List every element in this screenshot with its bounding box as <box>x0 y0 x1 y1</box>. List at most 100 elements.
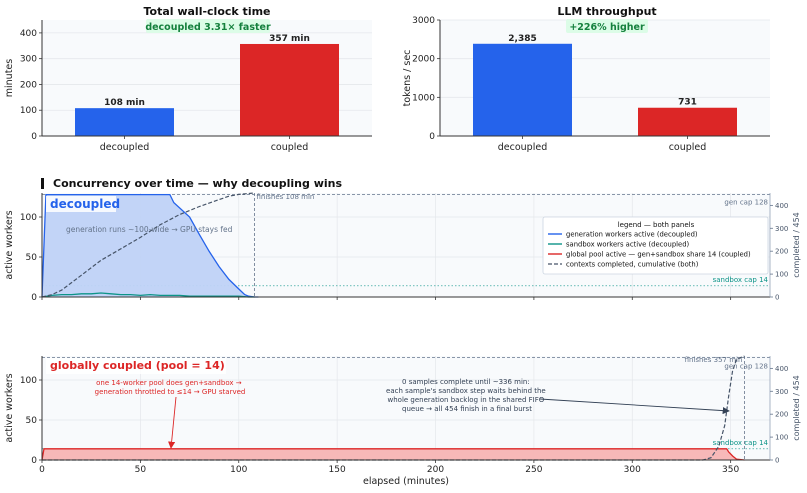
coupled-annotation-left-line: one 14-worker pool does gen+sandbox → <box>96 379 242 387</box>
throughput-value-label: 731 <box>678 98 697 108</box>
decoupled-series-line-2 <box>41 192 255 298</box>
wallclock-category-label: coupled <box>271 142 309 153</box>
decoupled-y2tick-label: 0 <box>775 294 779 302</box>
wallclock-ytick-label: 300 <box>20 55 37 65</box>
decoupled-panel-label: decoupled <box>50 197 120 211</box>
decoupled-ylabel: active workers <box>4 210 15 279</box>
throughput-badge-bg <box>566 19 648 33</box>
decoupled-y2tick-label: 400 <box>775 202 788 210</box>
throughput-ytick-label: 2000 <box>412 55 435 65</box>
wallclock-chart: 0 100 200 300 400 108 min decoupled 357 min cou… <box>4 5 372 153</box>
decoupled-finish-label: finishes 108 min <box>256 193 314 201</box>
legend-entry-generation: generation workers active (decoupled) <box>566 231 698 239</box>
coupled-series-line-0 <box>41 448 745 461</box>
coupled-y2tick-label: 200 <box>775 411 788 419</box>
coupled-timeline: gen cap 128 sandbox cap 14 finishes 357 mi… <box>4 355 801 487</box>
decoupled-y2tick-label: 300 <box>775 225 788 233</box>
decoupled-series-area-0 <box>42 194 259 297</box>
coupled-ytick-label: 50 <box>26 416 38 426</box>
throughput-ylabel: tokens / sec <box>402 50 413 107</box>
coupled-xtick-label: 50 <box>135 465 147 475</box>
throughput-bar-decoupled <box>473 43 572 136</box>
throughput-value-label: 2,385 <box>508 34 536 44</box>
decoupled-y2tick-label: 100 <box>775 271 788 279</box>
decoupled-ytick-label: 100 <box>20 213 37 223</box>
coupled-xtick-label: 150 <box>329 465 346 475</box>
coupled-gen-cap-label: gen cap 128 <box>724 363 768 371</box>
coupled-finish-label: finishes 357 min <box>685 356 743 364</box>
section-heading: Concurrency over time — why decoupling w… <box>53 177 342 190</box>
wallclock-bar-coupled <box>240 43 339 137</box>
coupled-y2label: completed / 454 <box>792 375 801 441</box>
wallclock-value-label: 357 min <box>269 34 310 44</box>
coupled-label-bg <box>46 358 226 374</box>
throughput-category-label: coupled <box>669 142 707 153</box>
legend: legend — both panels generation workers … <box>542 216 769 275</box>
decoupled-y2label: completed / 454 <box>792 212 801 278</box>
coupled-annotation-left: one 14-worker pool does gen+sandbox → ge… <box>95 379 246 396</box>
decoupled-series-line-0 <box>41 193 259 298</box>
legend-entry-global-pool: global pool active — gen+sandbox share 1… <box>566 251 751 259</box>
wallclock-ytick-label: 100 <box>20 106 37 116</box>
coupled-annotation-left-line: generation throttled to ≤14 → GPU starve… <box>95 388 246 396</box>
decoupled-sandbox-cap-label: sandbox cap 14 <box>713 276 769 284</box>
legend-title: legend — both panels <box>618 221 695 229</box>
coupled-annotation-right-line: each sample's sandbox step waits behind … <box>386 387 546 395</box>
coupled-ytick-label: 0 <box>31 456 37 466</box>
coupled-annotation-right-arrow <box>539 398 730 415</box>
coupled-xtick-label: 100 <box>230 465 247 475</box>
coupled-ylabel: active workers <box>4 373 15 442</box>
wallclock-category-label: decoupled <box>100 142 149 153</box>
throughput-bar-coupled <box>638 107 737 136</box>
coupled-y2tick-label: 400 <box>775 365 788 373</box>
legend-box <box>542 216 769 275</box>
wallclock-value-label: 108 min <box>104 98 145 108</box>
coupled-y2tick-label: 100 <box>775 434 788 442</box>
decoupled-ytick-label: 0 <box>31 293 37 303</box>
section-heading-bar <box>41 178 44 189</box>
wallclock-ytick-label: 200 <box>20 80 37 90</box>
wallclock-ytick-label: 0 <box>31 132 37 142</box>
coupled-annotation-right: 0 samples complete until ~336 min: each … <box>386 378 548 413</box>
coupled-annotation-right-line: 0 samples complete until ~336 min: <box>402 378 530 386</box>
coupled-series-area-0 <box>42 448 745 460</box>
coupled-xlabel: elapsed (minutes) <box>363 476 449 487</box>
throughput-ytick-label: 0 <box>429 132 435 142</box>
decoupled-gen-cap-label: gen cap 128 <box>724 199 768 207</box>
throughput-chart: 0 1000 2000 3000 2,385 decoupled 731 coupled L… <box>402 5 770 153</box>
coupled-series-line-1 <box>42 355 745 461</box>
coupled-xtick-label: 0 <box>39 465 45 475</box>
coupled-annotation-left-arrow <box>168 396 177 449</box>
wallclock-ylabel: minutes <box>4 59 15 98</box>
wallclock-badge: decoupled 3.31× faster <box>145 22 271 33</box>
coupled-y2tick-label: 0 <box>775 457 779 465</box>
legend-entry-cumulative: contexts completed, cumulative (both) <box>566 261 699 269</box>
wallclock-title: Total wall-clock time <box>143 5 270 18</box>
throughput-title: LLM throughput <box>557 5 656 18</box>
coupled-annotation-right-line: whole generation backlog in the shared F… <box>388 396 545 404</box>
decoupled-ytick-label: 50 <box>26 253 38 263</box>
coupled-sandbox-cap-label: sandbox cap 14 <box>713 439 769 447</box>
wallclock-bar-decoupled <box>75 108 174 136</box>
coupled-y2tick-label: 300 <box>775 388 788 396</box>
coupled-xtick-label: 200 <box>427 465 444 475</box>
throughput-ytick-label: 1000 <box>412 93 435 103</box>
decoupled-annotation: generation runs ~100-wide → GPU stays fe… <box>66 225 233 234</box>
coupled-xtick-label: 350 <box>722 465 739 475</box>
decoupled-timeline: gen cap 128 sandbox cap 14 finishes 108 mi… <box>4 192 801 303</box>
throughput-ytick-label: 3000 <box>412 16 435 26</box>
throughput-category-label: decoupled <box>498 142 547 153</box>
coupled-panel-label: globally coupled (pool = 14) <box>50 359 225 372</box>
coupled-ytick-label: 100 <box>20 376 37 386</box>
decoupled-series-line-1 <box>41 292 255 298</box>
coupled-xtick-label: 250 <box>525 465 542 475</box>
throughput-badge: +226% higher <box>569 22 645 33</box>
coupled-annotation-right-line: queue → all 454 finish in a final burst <box>402 405 532 413</box>
wallclock-badge-bg <box>146 19 270 33</box>
decoupled-y2tick-label: 200 <box>775 248 788 256</box>
legend-entry-sandbox: sandbox workers active (decoupled) <box>566 241 690 249</box>
wallclock-ytick-label: 400 <box>20 29 37 39</box>
coupled-xtick-label: 300 <box>624 465 641 475</box>
decoupled-label-bg <box>46 196 116 212</box>
